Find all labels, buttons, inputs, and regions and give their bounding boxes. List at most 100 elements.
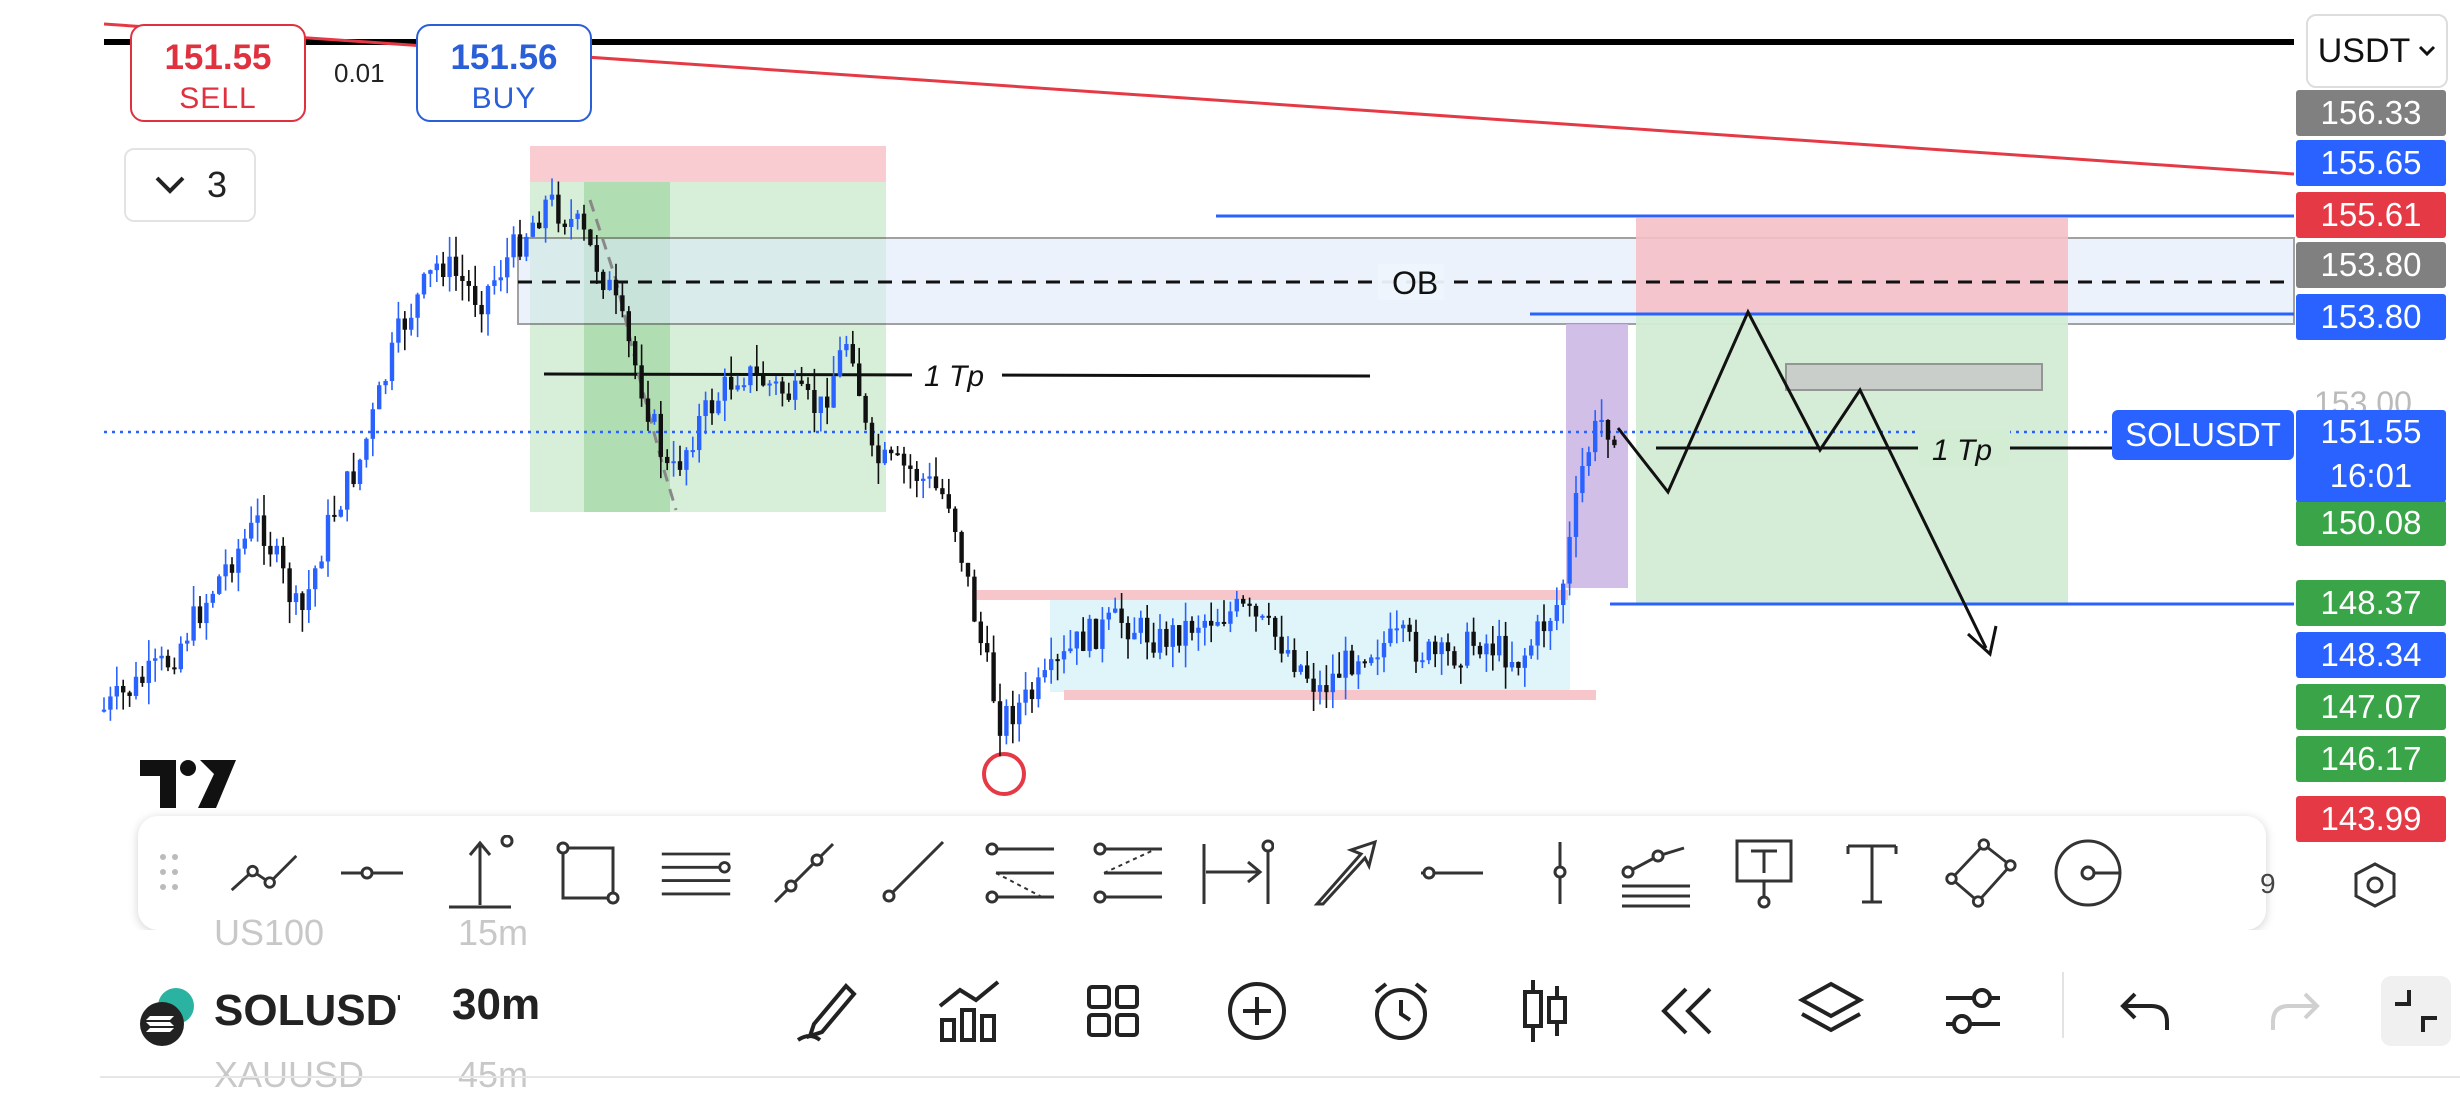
trend-line-icon[interactable]: [226, 838, 302, 908]
candle-body: [889, 449, 894, 454]
currency-value: USDT: [2317, 31, 2411, 70]
candle-body: [1541, 621, 1547, 632]
candle-body: [716, 400, 721, 414]
indicators-icon[interactable]: [924, 966, 1014, 1056]
hexagon-settings-icon[interactable]: [2350, 860, 2400, 910]
redo-icon[interactable]: [2250, 966, 2340, 1056]
candle-body: [1087, 618, 1092, 651]
symbol-name[interactable]: SOLUSDT: [214, 986, 400, 1035]
projection-path[interactable]: [1616, 308, 1988, 649]
horizontal-line-icon[interactable]: [1414, 838, 1490, 908]
drag-handle-icon[interactable]: [158, 852, 180, 892]
candle-body: [505, 257, 510, 278]
extended-line-icon[interactable]: [766, 838, 842, 908]
settings-sliders-icon[interactable]: [1928, 966, 2018, 1056]
interval-prev[interactable]: 15m: [458, 912, 529, 953]
replay-icon[interactable]: [1642, 966, 1732, 1056]
buy-button[interactable]: 151.56 BUY: [416, 24, 592, 122]
candle-body: [793, 380, 798, 400]
candle-body: [1484, 643, 1489, 655]
candlestick-series[interactable]: [101, 178, 1617, 757]
candle-body: [364, 438, 369, 460]
fib-retracement-icon[interactable]: [982, 838, 1058, 908]
price-scale-label: 143.99: [2296, 796, 2446, 842]
candle-body: [626, 311, 631, 342]
candle-body: [389, 342, 395, 382]
pitchfork-icon[interactable]: [1618, 838, 1694, 908]
candle-body: [1253, 605, 1259, 617]
candle-body: [511, 234, 516, 258]
parallel-channel-icon[interactable]: [658, 838, 734, 908]
candle-body: [1394, 628, 1399, 631]
candle-body: [901, 453, 907, 466]
symbol-next[interactable]: XAUUSD: [214, 1054, 365, 1095]
candle-body: [1356, 661, 1361, 675]
candle-body: [1477, 645, 1483, 655]
alert-icon[interactable]: [1356, 966, 1446, 1056]
bottom-edge: [100, 1076, 2460, 1078]
horizontal-ray-icon[interactable]: [334, 838, 410, 908]
date-range-icon[interactable]: [1198, 838, 1274, 908]
candle-body: [1573, 493, 1579, 537]
layers-icon[interactable]: [1786, 966, 1876, 1056]
candle-body: [159, 655, 164, 659]
fib-extension-icon[interactable]: [1090, 838, 1166, 908]
ray-icon[interactable]: [874, 838, 950, 908]
draw-icon[interactable]: [782, 966, 872, 1056]
range-zone[interactable]: [1050, 594, 1570, 692]
candle-body: [1420, 660, 1425, 663]
low-marker[interactable]: [982, 752, 1026, 796]
spread-value: 0.01: [334, 58, 385, 88]
candle-body: [1298, 665, 1303, 672]
range-bottom-line[interactable]: [1064, 690, 1596, 700]
candle-body: [1503, 635, 1508, 668]
price-range-icon[interactable]: [442, 835, 518, 909]
arrow-icon[interactable]: [1306, 838, 1382, 908]
candle-body: [1228, 611, 1233, 624]
target-zone-left-dark[interactable]: [584, 182, 670, 512]
candle-body: [133, 676, 139, 696]
price-scale-label: 148.34: [2296, 632, 2446, 678]
range-top-line[interactable]: [972, 590, 1568, 600]
text-note-icon[interactable]: [1726, 838, 1802, 909]
candle-body: [1381, 643, 1387, 658]
grey-box[interactable]: [1785, 363, 2043, 391]
candles-icon[interactable]: [1500, 966, 1590, 1056]
circle-icon[interactable]: [2050, 838, 2126, 908]
stop-zone-right[interactable]: [1636, 218, 2068, 314]
layout-grid-icon[interactable]: [1068, 966, 1158, 1056]
candle-body: [1036, 677, 1041, 700]
stop-zone-left[interactable]: [530, 146, 886, 182]
candle-body: [818, 396, 823, 413]
candle-body: [1401, 624, 1406, 629]
objects-tree-toggle[interactable]: 3: [124, 148, 256, 222]
text-icon[interactable]: [1834, 838, 1910, 908]
candle-body: [178, 643, 183, 670]
interval-value[interactable]: 30m: [452, 980, 541, 1029]
candle-body: [1042, 670, 1047, 678]
candle-body: [953, 508, 958, 533]
vertical-line-icon[interactable]: [1522, 838, 1598, 908]
undo-icon[interactable]: [2100, 966, 2190, 1056]
symbol-prev[interactable]: US100: [214, 912, 325, 953]
candle-body: [601, 271, 606, 291]
candle-body: [1151, 642, 1156, 653]
chart-canvas[interactable]: OB 1 Tp 1 Tp 153.00: [0, 0, 2460, 930]
candle-body: [255, 515, 260, 523]
fullscreen-icon[interactable]: [2372, 966, 2460, 1056]
candle-body: [370, 409, 375, 439]
candle-body: [1490, 643, 1495, 656]
buy-price: 151.56: [450, 38, 558, 77]
candle-body: [1157, 628, 1163, 653]
candle-body: [153, 658, 158, 661]
candle-body: [114, 685, 119, 697]
sell-button[interactable]: 151.55 SELL: [130, 24, 306, 122]
candle-body: [671, 461, 676, 464]
rectangle-icon[interactable]: [550, 838, 626, 908]
parallelogram-icon[interactable]: [1942, 838, 2018, 908]
add-icon[interactable]: [1212, 966, 1302, 1056]
currency-select[interactable]: USDT: [2306, 14, 2448, 88]
candle-body: [1580, 466, 1585, 494]
interval-next[interactable]: 45m: [458, 1054, 529, 1095]
drawing-toolbar[interactable]: [138, 816, 2266, 930]
